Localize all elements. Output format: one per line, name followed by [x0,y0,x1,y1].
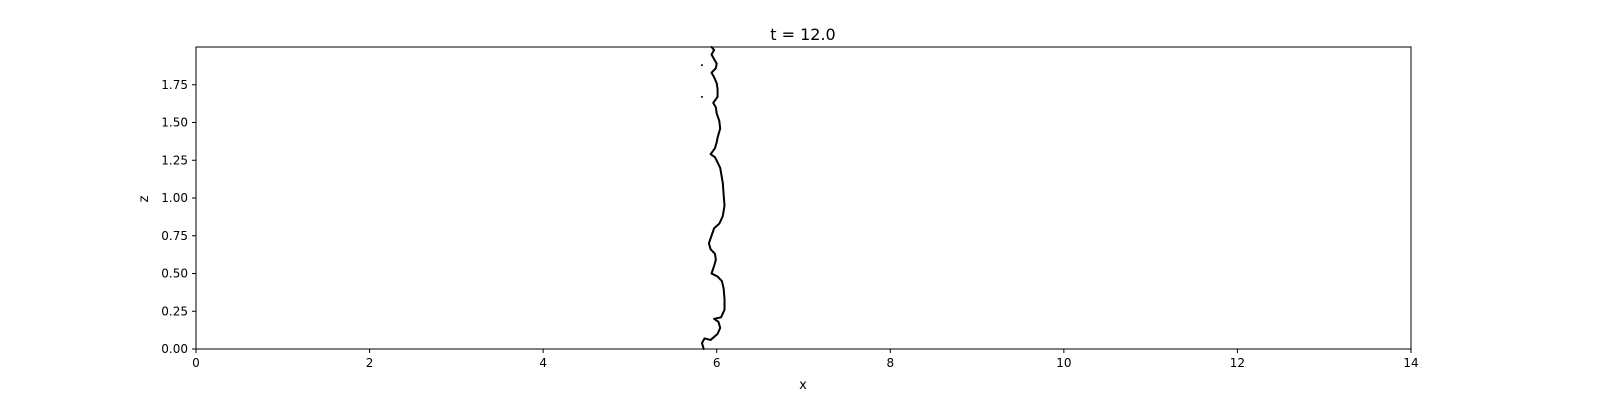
x-tick-label: 4 [539,356,547,370]
contour-point [700,64,703,67]
y-tick-label: 1.25 [161,153,188,167]
x-axis-label: x [799,378,807,393]
ticks-layer: 0 2 4 6 8 10 12 14 0.00 0.25 0.50 0.75 1.00 1.25 1.50 1… [161,78,1418,370]
y-tick-label: 1.50 [161,116,188,130]
contour-point [700,95,703,98]
x-tick-label: 8 [886,356,894,370]
series-layer [700,46,726,350]
x-tick-label: 0 [192,356,200,370]
chart-title: t = 12.0 [770,25,835,44]
y-tick-label: 0.75 [161,229,188,243]
y-tick-label: 1.00 [161,191,188,205]
x-tick-label: 2 [366,356,374,370]
interface-contour-line [700,46,726,350]
x-tick-label: 12 [1230,356,1245,370]
y-tick-label: 0.25 [161,304,188,318]
x-tick-label: 10 [1056,356,1071,370]
y-tick-label: 0.00 [161,342,188,356]
x-tick-label: 14 [1403,356,1418,370]
plot-frame [195,46,1412,350]
y-tick-label: 1.75 [161,78,188,92]
x-tick-label: 6 [713,356,721,370]
y-axis-label: z [137,195,152,202]
y-tick-label: 0.50 [161,267,188,281]
